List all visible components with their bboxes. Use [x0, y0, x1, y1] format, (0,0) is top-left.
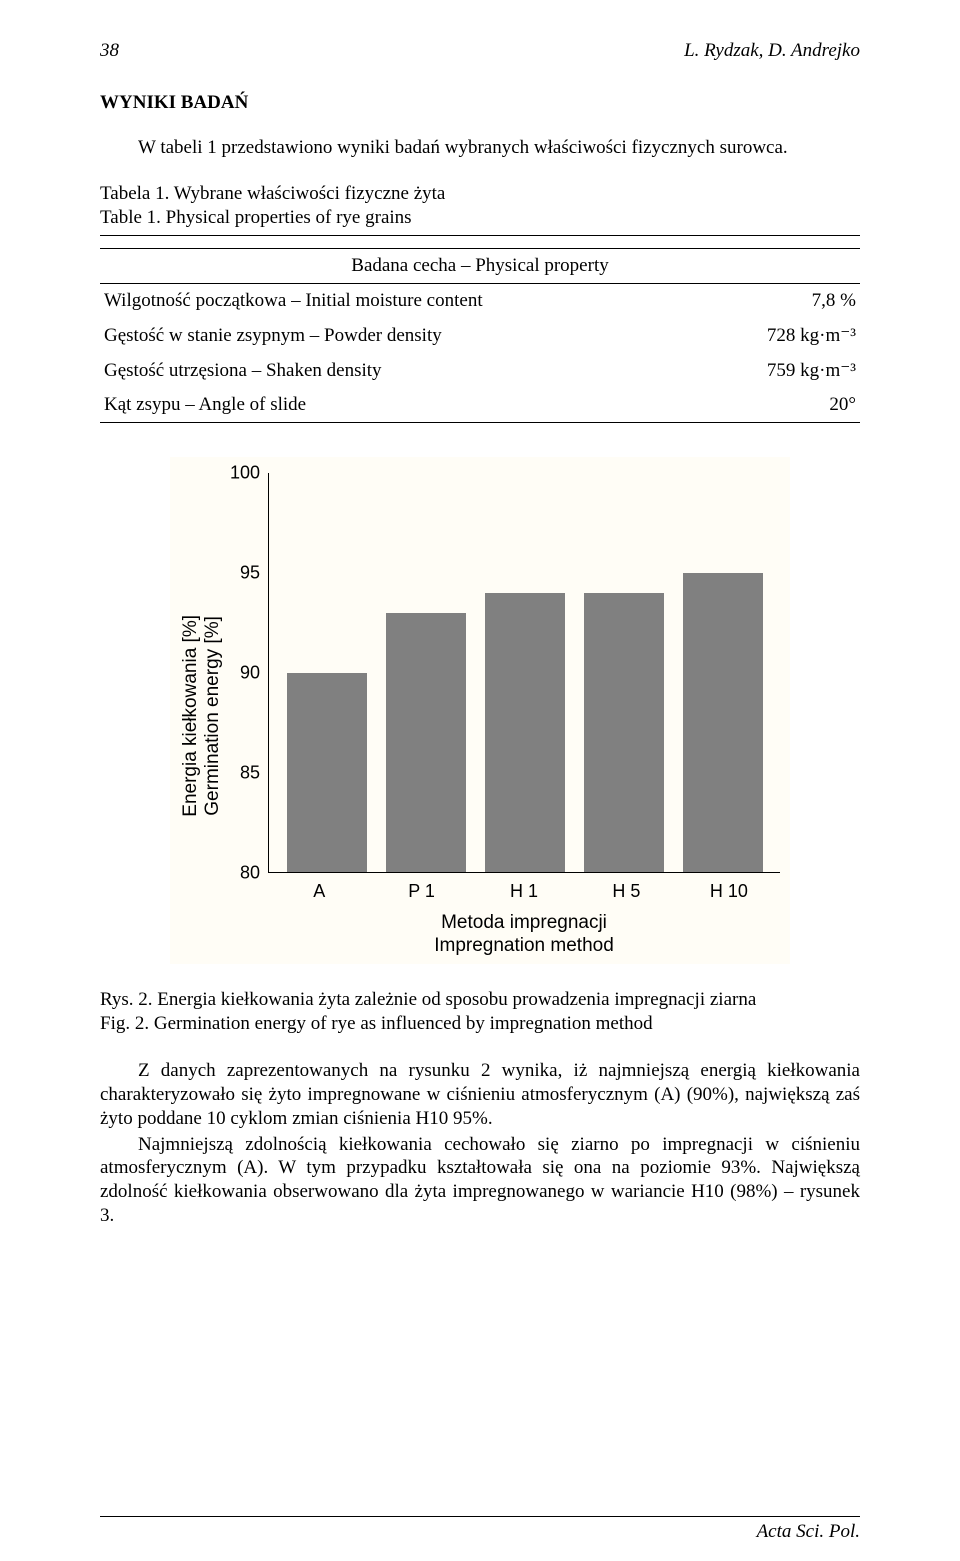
chart-bar — [287, 673, 367, 873]
chart-xtick-label: H 5 — [575, 881, 677, 902]
fig-caption-pl: Rys. 2. Energia kiełkowania żyta zależni… — [100, 989, 756, 1010]
figure-caption: Rys. 2. Energia kiełkowania żyta zależni… — [100, 988, 860, 1036]
table-row: Wilgotność początkowa – Initial moisture… — [100, 284, 860, 319]
row-label: Kąt zsypu – Angle of slide — [100, 388, 707, 423]
table-row: Gęstość w stanie zsypnym – Powder densit… — [100, 318, 860, 353]
row-label: Wilgotność początkowa – Initial moisture… — [100, 284, 707, 319]
table-header-cell: Badana cecha – Physical property — [100, 249, 860, 284]
chart-yticks: 100 95 90 85 80 — [224, 473, 268, 873]
row-label: Gęstość w stanie zsypnym – Powder densit… — [100, 318, 707, 353]
footer-journal: Acta Sci. Pol. — [757, 1521, 860, 1543]
fig-caption-en: Fig. 2. Germination energy of rye as inf… — [100, 1013, 653, 1034]
table-row: Gęstość utrzęsiona – Shaken density 759 … — [100, 353, 860, 388]
chart-xtick-label: H 10 — [678, 881, 780, 902]
row-value: 20° — [707, 388, 860, 423]
chart-xtick-label: A — [268, 881, 370, 902]
footer-rule — [100, 1516, 860, 1517]
properties-table: Badana cecha – Physical property Wilgotn… — [100, 235, 860, 423]
row-value: 7,8 % — [707, 284, 860, 319]
chart-bar — [386, 613, 466, 872]
page-header: 38 L. Rydzak, D. Andrejko — [100, 40, 860, 62]
chart-ylabel: Energia kiełkowania [%]Germination energ… — [180, 615, 224, 817]
chart-xtick-label: P 1 — [370, 881, 472, 902]
section-heading: WYNIKI BADAŃ — [100, 92, 860, 114]
body-paragraph-1: Z danych zaprezentowanych na rysunku 2 w… — [100, 1059, 860, 1130]
chart-bar — [485, 593, 565, 872]
chart-xticks: AP 1H 1H 5H 10 — [268, 873, 780, 902]
row-label: Gęstość utrzęsiona – Shaken density — [100, 353, 707, 388]
row-value: 759 kg·m⁻³ — [707, 353, 860, 388]
table-caption-pl: Tabela 1. Wybrane właściwości fizyczne ż… — [100, 183, 445, 204]
chart-bar — [584, 593, 664, 872]
table-row: Kąt zsypu – Angle of slide 20° — [100, 388, 860, 423]
table-caption-en: Table 1. Physical properties of rye grai… — [100, 207, 412, 228]
chart-xlabel: Metoda impregnacjiImpregnation method — [268, 902, 780, 958]
chart-bar — [683, 573, 763, 872]
header-authors: L. Rydzak, D. Andrejko — [684, 40, 860, 62]
chart-xtick-label: H 1 — [473, 881, 575, 902]
chart-plot-area — [268, 473, 780, 873]
intro-paragraph: W tabeli 1 przedstawiono wyniki badań wy… — [100, 136, 860, 160]
row-value: 728 kg·m⁻³ — [707, 318, 860, 353]
body-paragraph-2: Najmniejszą zdolnością kiełkowania cecho… — [100, 1133, 860, 1228]
germination-chart: Energia kiełkowania [%]Germination energ… — [170, 457, 790, 964]
table-caption: Tabela 1. Wybrane właściwości fizyczne ż… — [100, 182, 860, 230]
page-number: 38 — [100, 40, 119, 62]
